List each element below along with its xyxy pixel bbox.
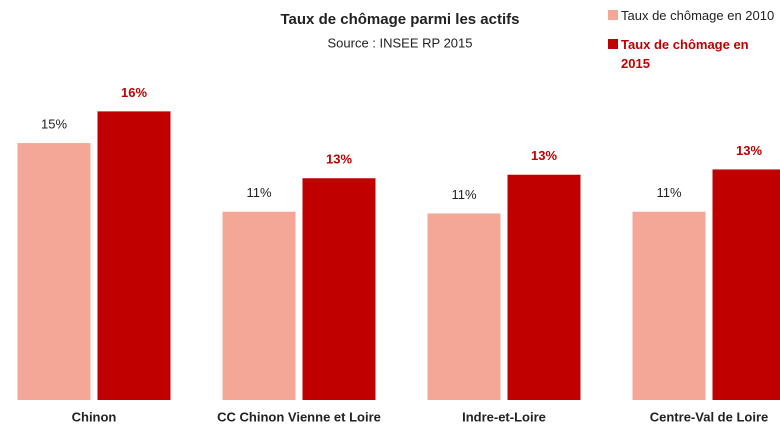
- value-label: 13%: [326, 152, 352, 167]
- chart-title: Taux de chômage parmi les actifs: [281, 11, 520, 28]
- x-tick-label: Chinon: [72, 409, 117, 424]
- legend-swatch: [608, 39, 618, 49]
- legend-label: Taux de chômage en 2010: [621, 8, 775, 23]
- value-label: 15%: [41, 116, 67, 131]
- legend-label: Taux de chômage en 2015: [621, 37, 749, 71]
- legend: Taux de chômage en 2010 Taux de chômage e…: [608, 6, 780, 83]
- bar: [222, 211, 296, 400]
- value-label: 11%: [656, 185, 681, 200]
- value-label: 16%: [121, 85, 147, 100]
- value-label: 11%: [246, 185, 271, 200]
- bar: [427, 213, 501, 400]
- bar: [17, 143, 91, 400]
- legend-item: Taux de chômage en 2010: [608, 6, 780, 25]
- bar: [712, 169, 780, 400]
- x-tick-label: CC Chinon Vienne et Loire: [217, 409, 381, 424]
- bar: [97, 111, 171, 400]
- legend-swatch: [608, 10, 618, 20]
- bar: [302, 178, 376, 400]
- x-tick-label: Indre-et-Loire: [462, 409, 546, 424]
- chart-subtitle: Source : INSEE RP 2015: [327, 35, 472, 50]
- legend-item: Taux de chômage en 2015: [608, 35, 780, 73]
- value-label: 11%: [451, 187, 476, 202]
- value-label: 13%: [531, 148, 557, 163]
- x-tick-label: Centre-Val de Loire: [650, 409, 768, 424]
- bar: [507, 174, 581, 400]
- bar: [632, 211, 706, 400]
- value-label: 13%: [736, 143, 762, 158]
